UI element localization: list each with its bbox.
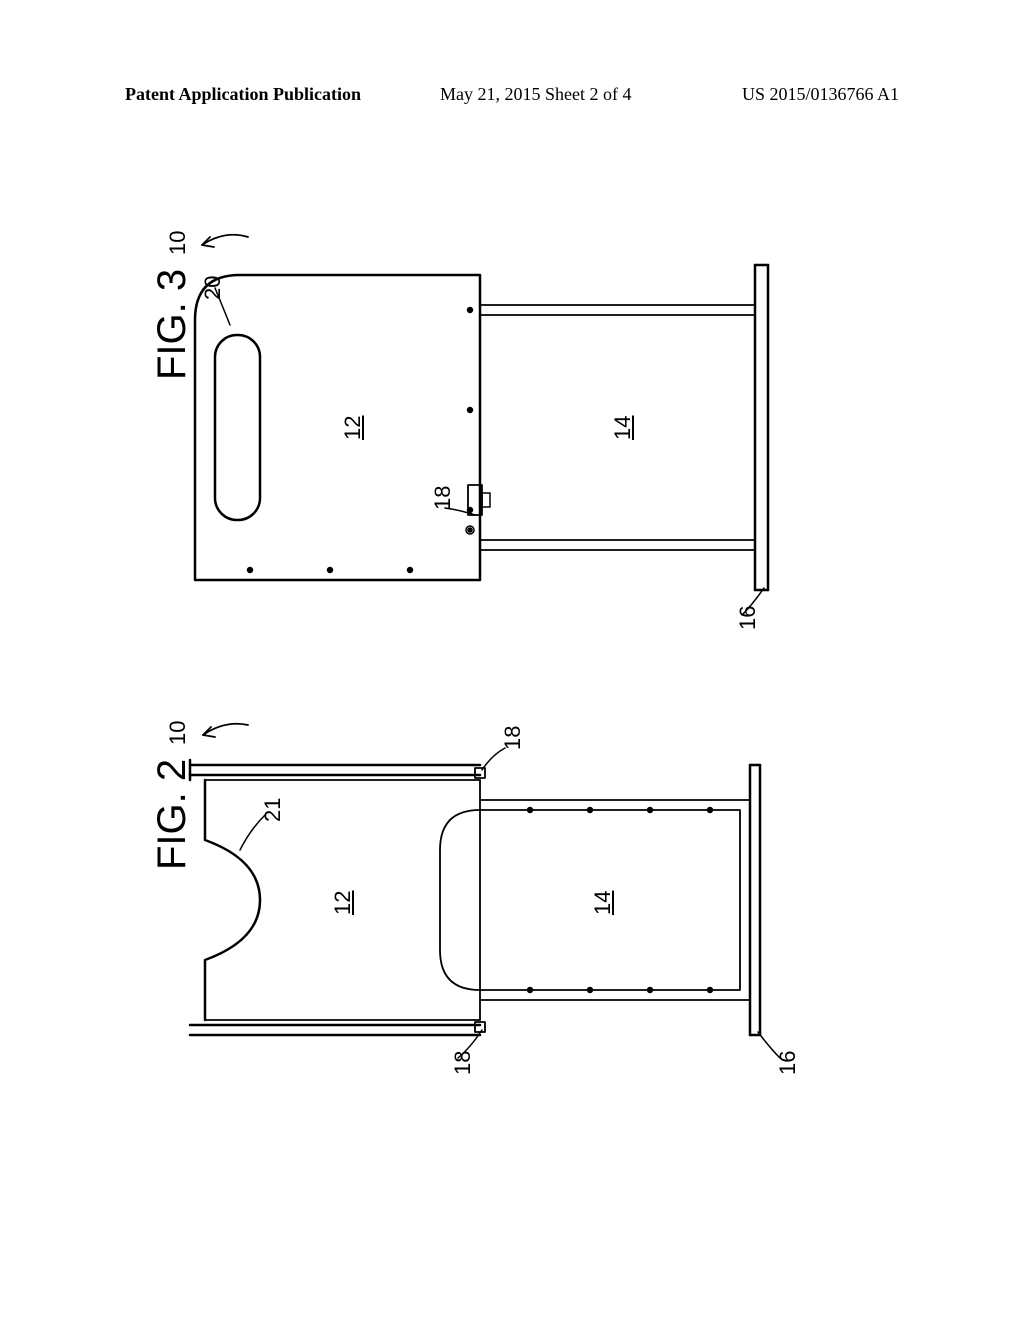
header-pub: Patent Application Publication	[125, 84, 361, 105]
fig3-ref-12: 12	[340, 416, 366, 440]
fig2-ref-16: 16	[775, 1051, 801, 1075]
fig3-ref-18: 18	[430, 486, 456, 510]
fig2-ref-12: 12	[330, 891, 356, 915]
fig2-ref-14: 14	[590, 891, 616, 915]
fig3-ref-20: 20	[200, 276, 226, 300]
fig3-label: FIG. 3	[150, 269, 195, 380]
diagram-area: FIG. 3 10 12 14 18 20 16 FIG. 2 10 21 12…	[130, 210, 894, 1080]
fig2-ref-21: 21	[260, 798, 286, 822]
fig3-ref-10: 10	[165, 231, 191, 255]
fig2-ref-18a: 18	[500, 726, 526, 750]
header: Patent Application Publication May 21, 2…	[0, 84, 1024, 114]
fig2-label: FIG. 2	[150, 759, 195, 870]
fig3-ref-16: 16	[735, 606, 761, 630]
fig2-ref-18b: 18	[450, 1051, 476, 1075]
header-date-sheet: May 21, 2015 Sheet 2 of 4	[440, 84, 631, 105]
page: Patent Application Publication May 21, 2…	[0, 0, 1024, 1320]
fig3-ref-14: 14	[610, 416, 636, 440]
header-patent-number: US 2015/0136766 A1	[742, 84, 899, 105]
figures-svg	[130, 210, 894, 1080]
fig2-ref-10: 10	[165, 721, 191, 745]
